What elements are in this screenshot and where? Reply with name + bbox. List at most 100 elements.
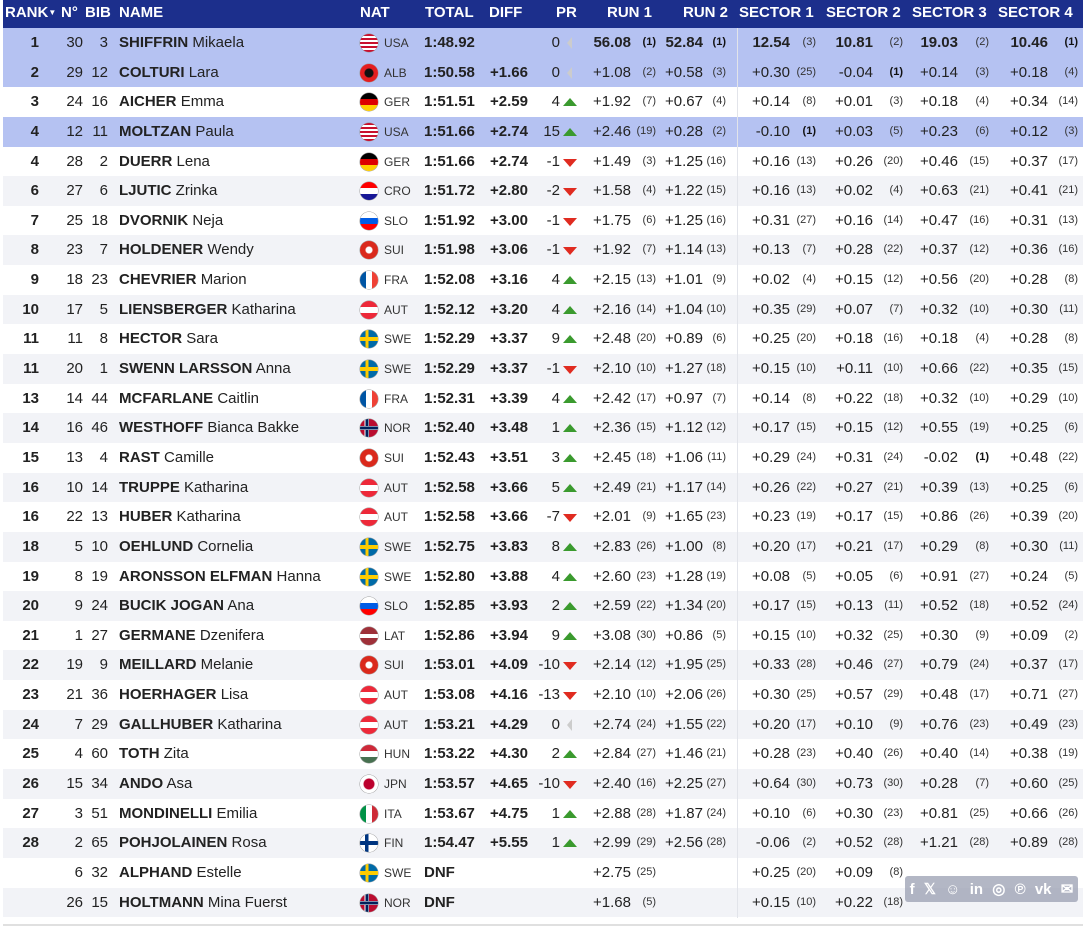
cell-r2: +0.86: [665, 626, 703, 644]
athlete-name[interactable]: MEILLARD Melanie: [119, 656, 253, 673]
athlete-name[interactable]: TOTH Zita: [119, 745, 189, 762]
whatsapp-icon[interactable]: ◎: [992, 881, 1006, 898]
athlete-name[interactable]: DUERR Lena: [119, 153, 210, 170]
table-row[interactable]: 11 20 1 1:52.29 +3.37 -1 +2.10 (10) +1.27 (18) +0.…: [3, 354, 1083, 384]
pinterest-icon[interactable]: ℗: [1014, 880, 1026, 898]
nation-code: SWE: [384, 539, 412, 554]
cell-r2: +0.28: [665, 122, 703, 140]
athlete-name[interactable]: RAST Camille: [119, 449, 214, 466]
cell-bib: 29: [91, 715, 108, 733]
nation-code: SUI: [384, 450, 405, 465]
table-row[interactable]: 21 1 27 1:52.86 +3.94 9 +3.08 (30) +0.86 (5) +0.15…: [3, 620, 1083, 651]
athlete-name[interactable]: HOLTMANN Mina Fuerst: [119, 894, 287, 911]
cell-s3r: (28): [969, 836, 989, 849]
athlete-name[interactable]: DVORNIK Neja: [119, 212, 223, 229]
col-sector4[interactable]: SECTOR 4: [998, 4, 1073, 21]
athlete-name[interactable]: LIENSBERGER Katharina: [119, 301, 296, 318]
col-run1[interactable]: RUN 1: [607, 4, 653, 21]
vk-icon[interactable]: vk: [1034, 880, 1052, 898]
table-row[interactable]: 1 30 3 1:48.92 0 56.08 (1) 52.84 (1) 12.54 (3) 10.8…: [3, 28, 1083, 58]
athlete-name[interactable]: BUCIK JOGAN Ana: [119, 597, 254, 614]
table-row[interactable]: 6 27 6 1:51.72 +2.80 -2 +1.58 (4) +1.22 (15) +0.16…: [3, 176, 1083, 206]
col-pr[interactable]: PR: [556, 4, 577, 21]
athlete-name[interactable]: SWENN LARSSON Anna: [119, 360, 291, 377]
athlete-name[interactable]: HUBER Katharina: [119, 508, 241, 525]
athlete-name[interactable]: HOLDENER Wendy: [119, 241, 254, 258]
col-sector2[interactable]: SECTOR 2: [826, 4, 901, 21]
table-row[interactable]: 3 24 16 1:51.51 +2.59 4 +1.92 (7) +0.67 (4) +0.14 (…: [3, 87, 1083, 117]
cell-s4: 10.46: [1010, 34, 1048, 51]
linkedin-icon[interactable]: in: [969, 880, 984, 898]
table-row[interactable]: 4 28 2 1:51.66 +2.74 -1 +1.49 (3) +1.25 (16) +0.16…: [3, 146, 1083, 177]
table-row[interactable]: 10 17 5 1:52.12 +3.20 4 +2.16 (14) +1.04 (10) +0.3…: [3, 294, 1083, 325]
athlete-name[interactable]: CHEVRIER Marion: [119, 271, 247, 288]
table-row[interactable]: 16 22 13 1:52.58 +3.66 -7 +2.01 (9) +1.65 (23) +0.…: [3, 502, 1083, 532]
table-row[interactable]: 28 2 65 1:54.47 +5.55 1 +2.99 (29) +2.56 (28) -0.0…: [3, 828, 1083, 858]
athlete-name[interactable]: MCFARLANE Caitlin: [119, 390, 259, 407]
cell-bib: 32: [91, 863, 108, 881]
athlete-name[interactable]: ARONSSON ELFMAN Hanna: [119, 568, 321, 585]
col-no[interactable]: N°: [61, 4, 78, 21]
cell-no: 15: [66, 775, 83, 793]
athlete-name[interactable]: OEHLUND Cornelia: [119, 538, 253, 555]
athlete-name[interactable]: MOLTZAN Paula: [119, 123, 234, 140]
table-row[interactable]: 27 3 51 1:53.67 +4.75 1 +2.88 (28) +1.87 (24) +0.1…: [3, 798, 1083, 829]
table-row[interactable]: 6 32 DNF +2.75 (25) +0.25 (20) +0.09 (8) ALPHAND …: [3, 857, 1083, 888]
col-run2[interactable]: RUN 2: [683, 4, 729, 21]
x-icon[interactable]: 𝕏: [923, 881, 936, 898]
athlete-name[interactable]: GERMANE Dzenifera: [119, 627, 264, 644]
athlete-name[interactable]: HECTOR Sara: [119, 330, 218, 347]
athlete-name[interactable]: TRUPPE Katharina: [119, 479, 248, 496]
table-bottom-border: [3, 924, 1083, 926]
athlete-name[interactable]: WESTHOFF Bianca Bakke: [119, 419, 299, 436]
col-sector1[interactable]: SECTOR 1: [739, 4, 814, 21]
table-row[interactable]: 25 4 60 1:53.22 +4.30 2 +2.84 (27) +1.46 (21) +0.2…: [3, 739, 1083, 770]
table-row[interactable]: 15 13 4 1:52.43 +3.51 3 +2.45 (18) +1.06 (11) +0.2…: [3, 442, 1083, 473]
table-row[interactable]: 24 7 29 1:53.21 +4.29 0 +2.74 (24) +1.55 (22) +0.2…: [3, 709, 1083, 740]
table-row[interactable]: 18 5 10 1:52.75 +3.83 8 +2.83 (26) +1.00 (8) +0.20…: [3, 531, 1083, 562]
table-row[interactable]: 19 8 19 1:52.80 +3.88 4 +2.60 (23) +1.28 (19) +0.0…: [3, 561, 1083, 592]
athlete-name[interactable]: ANDO Asa: [119, 775, 192, 792]
cell-s3r: (14): [969, 747, 989, 760]
col-bib[interactable]: BIB: [85, 4, 111, 21]
athlete-name[interactable]: SHIFFRIN Mikaela: [119, 34, 244, 51]
facebook-icon[interactable]: f: [909, 880, 915, 898]
cell-r2: +0.97: [665, 389, 703, 407]
athlete-name[interactable]: HOERHAGER Lisa: [119, 686, 248, 703]
athlete-name[interactable]: AICHER Emma: [119, 93, 224, 110]
athlete-name[interactable]: ALPHAND Estelle: [119, 864, 242, 881]
col-total[interactable]: TOTAL: [425, 4, 474, 21]
cell-s4r: (24): [1058, 599, 1078, 612]
cell-r1: +1.68: [593, 893, 631, 911]
col-name[interactable]: NAME: [119, 4, 164, 21]
nation-code: JPN: [384, 777, 407, 792]
table-row[interactable]: 13 14 44 1:52.31 +3.39 4 +2.42 (17) +0.97 (7) +0.1…: [3, 383, 1083, 414]
table-row[interactable]: 4 12 11 1:51.66 +2.74 15 +2.46 (19) +0.28 (2) -0.1…: [3, 116, 1083, 147]
cell-total: 1:52.31: [424, 389, 475, 407]
athlete-name[interactable]: MONDINELLI Emilia: [119, 805, 257, 822]
col-nat[interactable]: NAT: [360, 4, 390, 21]
table-row[interactable]: 26 15 34 1:53.57 +4.65 -10 +2.40 (16) +2.25 (27) +…: [3, 769, 1083, 799]
table-row[interactable]: 7 25 18 1:51.92 +3.00 -1 +1.75 (6) +1.25 (16) +0.3…: [3, 205, 1083, 236]
athlete-name[interactable]: LJUTIC Zrinka: [119, 182, 217, 199]
table-row[interactable]: 23 21 36 1:53.08 +4.16 -13 +2.10 (10) +2.06 (26) +…: [3, 680, 1083, 710]
cell-r2r: (10): [706, 302, 726, 315]
table-row[interactable]: 20 9 24 1:52.85 +3.93 2 +2.59 (22) +1.34 (20) +0.1…: [3, 591, 1083, 621]
mail-icon[interactable]: ✉: [1060, 881, 1074, 898]
table-row[interactable]: 26 15 DNF +1.68 (5) +0.15 (10) +0.22 (18) HOLTMAN…: [3, 887, 1083, 918]
athlete-name[interactable]: COLTURI Lara: [119, 64, 219, 81]
col-diff[interactable]: DIFF: [489, 4, 523, 21]
reddit-icon[interactable]: ☺: [945, 880, 961, 898]
table-row[interactable]: 8 23 7 1:51.98 +3.06 -1 +1.92 (7) +1.14 (13) +0.13…: [3, 235, 1083, 266]
table-row[interactable]: 2 29 12 1:50.58 +1.66 0 +1.08 (2) +0.58 (3) +0.30 (…: [3, 57, 1083, 88]
table-row[interactable]: 11 11 8 1:52.29 +3.37 9 +2.48 (20) +0.89 (6) +0.25…: [3, 324, 1083, 355]
col-rank[interactable]: RANK▼: [5, 4, 56, 21]
table-row[interactable]: 22 19 9 1:53.01 +4.09 -10 +2.14 (12) +1.95 (25) +0…: [3, 650, 1083, 681]
table-row[interactable]: 14 16 46 1:52.40 +3.48 1 +2.36 (15) +1.12 (12) +0.…: [3, 413, 1083, 443]
col-sector3[interactable]: SECTOR 3: [912, 4, 987, 21]
cell-s1r: (20): [796, 865, 816, 878]
athlete-name[interactable]: POHJOLAINEN Rosa: [119, 834, 267, 851]
table-row[interactable]: 16 10 14 1:52.58 +3.66 5 +2.49 (21) +1.17 (14) +0.…: [3, 472, 1083, 503]
athlete-name[interactable]: GALLHUBER Katharina: [119, 716, 282, 733]
table-row[interactable]: 9 18 23 1:52.08 +3.16 4 +2.15 (13) +1.01 (9) +0.02…: [3, 265, 1083, 295]
